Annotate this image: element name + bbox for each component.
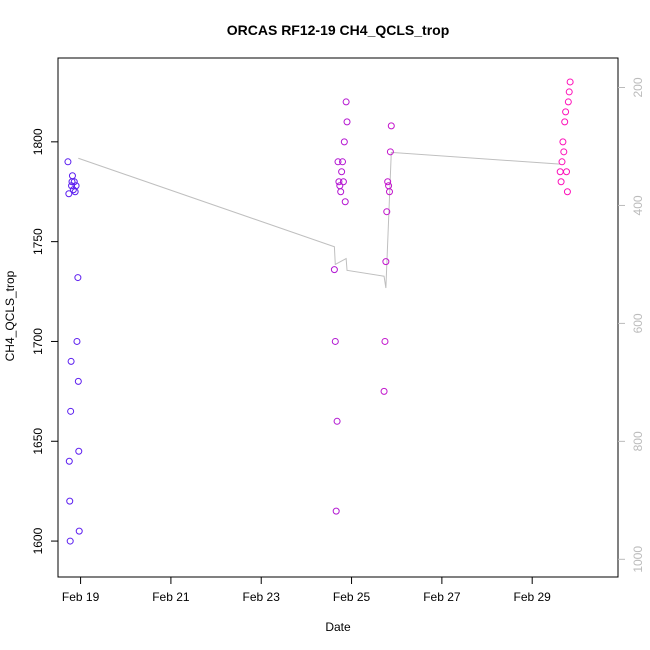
data-point (330, 266, 338, 274)
pressure-layer (78, 151, 561, 289)
data-point (382, 258, 390, 266)
data-point (332, 507, 340, 515)
data-point (339, 178, 347, 186)
chart-title: ORCAS RF12-19 CH4_QCLS_trop (227, 22, 450, 38)
data-point (563, 168, 571, 176)
y2-tick-label: 800 (631, 431, 645, 451)
axes-layer: Feb 19 Feb 21 Feb 23 Feb 25 Feb 27 Feb 29 1600… (31, 77, 645, 604)
data-point (331, 337, 339, 345)
y2-tick-label: 600 (631, 313, 645, 333)
data-point (74, 377, 82, 385)
data-point (338, 168, 346, 176)
data-point (333, 417, 341, 425)
data-point (66, 537, 74, 545)
data-point (66, 497, 74, 505)
data-point (566, 78, 574, 86)
data-point (386, 148, 394, 156)
data-point (341, 198, 349, 206)
data-point (335, 178, 343, 186)
data-point (64, 158, 72, 166)
y2-tick-label: 400 (631, 195, 645, 215)
data-point (68, 172, 76, 180)
x-axis-label: Date (325, 620, 351, 634)
data-point (342, 98, 350, 106)
y-tick-label: 1800 (31, 128, 45, 155)
data-point (564, 98, 572, 106)
data-point (67, 407, 75, 415)
data-point (556, 168, 564, 176)
data-point (381, 337, 389, 345)
data-point (74, 274, 82, 282)
data-point (385, 188, 393, 196)
points-layer (64, 78, 574, 545)
data-point (565, 88, 573, 96)
data-point (67, 357, 75, 365)
y2-tick-label: 1000 (631, 546, 645, 573)
data-point (383, 208, 391, 216)
data-point (65, 457, 73, 465)
data-point (560, 148, 568, 156)
data-point (384, 178, 392, 186)
data-point (385, 182, 393, 190)
x-tick-label: Feb 19 (62, 590, 100, 604)
y-tick-label: 1600 (31, 527, 45, 554)
x-tick-label: Feb 25 (333, 590, 371, 604)
data-point (387, 122, 395, 130)
y-axis-label: CH4_QCLS_trop (3, 270, 17, 361)
data-point (380, 387, 388, 395)
x-tick-label: Feb 27 (423, 590, 461, 604)
data-point (337, 188, 345, 196)
data-point (70, 178, 78, 186)
data-point (563, 188, 571, 196)
data-point (75, 527, 83, 535)
data-point (334, 158, 342, 166)
data-point (558, 158, 566, 166)
plot-frame (57, 57, 619, 578)
data-point (561, 118, 569, 126)
data-point (65, 190, 73, 198)
data-point (73, 337, 81, 345)
data-point (557, 178, 565, 186)
x-tick-label: Feb 21 (152, 590, 190, 604)
data-point (75, 447, 83, 455)
pressure-line (78, 151, 561, 289)
data-point (343, 118, 351, 126)
y-tick-label: 1750 (31, 228, 45, 255)
y2-tick-label: 200 (631, 77, 645, 97)
x-tick-label: Feb 23 (243, 590, 281, 604)
y-tick-label: 1650 (31, 428, 45, 455)
data-point (559, 138, 567, 146)
data-point (339, 158, 347, 166)
data-point (562, 108, 570, 116)
data-point (72, 182, 80, 190)
x-tick-label: Feb 29 (514, 590, 552, 604)
y-tick-label: 1700 (31, 328, 45, 355)
data-point (336, 182, 344, 190)
data-point (340, 138, 348, 146)
